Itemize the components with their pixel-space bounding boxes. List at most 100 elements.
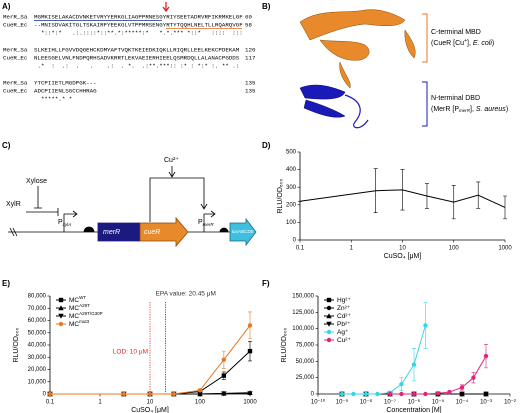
helix bbox=[404, 29, 416, 59]
marker bbox=[423, 391, 428, 397]
y-axis-label: RLU/OD₆₀₀ bbox=[277, 178, 284, 213]
y-tick-label: 400 bbox=[286, 167, 297, 173]
legend-name: MC bbox=[69, 305, 79, 312]
helix bbox=[299, 9, 406, 41]
x-axis-label: CuSO₄ [μM] bbox=[131, 407, 169, 413]
legend-sup: WT bbox=[79, 295, 86, 300]
sequence-name: CueR_Ec bbox=[3, 88, 28, 95]
y-tick-label: 300 bbox=[286, 185, 297, 191]
x-tick-label: 10⁻¹⁰ bbox=[311, 399, 326, 406]
inducer-label: Cu²⁺ bbox=[164, 157, 179, 164]
x-axis-label: CuSO₄ [μM] bbox=[384, 253, 422, 260]
marker bbox=[326, 313, 332, 319]
inducer-label: Xylose bbox=[26, 178, 47, 185]
y-tick-label: 150,000 bbox=[292, 294, 314, 300]
protein-label: XylR bbox=[6, 201, 21, 208]
error-bar bbox=[424, 183, 429, 209]
marker bbox=[435, 391, 441, 396]
sequence: MGMKISELAKACDVNKETVRYYERKGLIAGPPRNESGYRI… bbox=[34, 14, 243, 21]
text-part: ) bbox=[492, 40, 494, 47]
sequence-name: CueR_Ec bbox=[3, 55, 28, 62]
text-part: P bbox=[198, 219, 203, 226]
repression bbox=[34, 186, 42, 209]
marker bbox=[221, 373, 227, 378]
sequence-name: MerR_Sa bbox=[3, 47, 28, 54]
legend-name: Cd²⁺ bbox=[337, 313, 351, 320]
y-tick-label: 0 bbox=[293, 238, 297, 244]
text-part: ], bbox=[467, 40, 473, 47]
text-sub: merR bbox=[203, 222, 215, 227]
marker bbox=[447, 389, 452, 395]
marker bbox=[423, 323, 428, 328]
legend-sup: A29T/G30P bbox=[79, 311, 103, 316]
marker bbox=[58, 321, 64, 327]
marker bbox=[197, 388, 203, 393]
sequence: ADCPIIENLSGCCHHRAG bbox=[34, 88, 97, 95]
bracket bbox=[422, 81, 428, 127]
structure: C-terminal MBD (CueR [Cu+], E. coli) N-t… bbox=[299, 9, 508, 129]
marker bbox=[247, 323, 253, 328]
marker bbox=[326, 297, 332, 303]
domain-label: C-terminal MBD bbox=[431, 29, 481, 36]
rbs bbox=[83, 226, 95, 233]
x-tick-label: 0.1 bbox=[296, 246, 305, 252]
error-bar bbox=[400, 169, 405, 211]
marker bbox=[58, 305, 64, 311]
marker bbox=[459, 391, 465, 397]
panel-label: D) bbox=[262, 141, 271, 150]
text-part: P bbox=[58, 219, 63, 226]
marker bbox=[411, 362, 417, 367]
y-tick-label: 60,000 bbox=[28, 318, 47, 324]
promoter-label: PmerR bbox=[198, 219, 214, 227]
y-tick-label: 20,000 bbox=[28, 367, 47, 373]
error-bar bbox=[451, 185, 456, 220]
activation bbox=[168, 166, 176, 178]
legend-label: Ag⁺ bbox=[337, 329, 349, 336]
sequence-name: MerR_Sa bbox=[3, 80, 28, 87]
sequence-end: 60 bbox=[245, 14, 252, 21]
marker bbox=[58, 297, 64, 303]
legend-name: Zn²⁺ bbox=[337, 305, 351, 312]
y-tick-label: 75,000 bbox=[296, 343, 315, 349]
sequence-end: 120 bbox=[245, 47, 256, 54]
legend-name: MC bbox=[69, 297, 79, 304]
alignment: MerR_Sa MGMKISELAKACDVNKETVRYYERKGLIAGPPR… bbox=[3, 2, 256, 103]
marker bbox=[326, 329, 332, 335]
loop bbox=[344, 94, 369, 129]
legend-name: Ag⁺ bbox=[337, 329, 349, 336]
x-tick-label: 10⁻² bbox=[504, 400, 516, 406]
helix bbox=[299, 84, 346, 100]
marker bbox=[387, 391, 393, 397]
legend-label: Cd²⁺ bbox=[337, 313, 351, 320]
legend-name: MC bbox=[69, 313, 79, 320]
x-tick-label: 10⁻⁸ bbox=[360, 399, 373, 406]
marker bbox=[326, 305, 332, 311]
annotation: LOD: 10 μM bbox=[113, 349, 148, 356]
annotation: EPA value: 20.45 μM bbox=[156, 291, 216, 298]
bracket bbox=[422, 13, 428, 63]
error-bar bbox=[373, 168, 378, 214]
legend-name: Pb²⁺ bbox=[337, 321, 351, 328]
x-tick-label: 1000 bbox=[243, 400, 257, 406]
y-tick-label: 50,000 bbox=[28, 330, 47, 336]
promoter bbox=[63, 210, 78, 232]
marker bbox=[171, 391, 177, 397]
underline bbox=[34, 20, 162, 21]
circuit bbox=[8, 166, 257, 248]
legend-sup: A29T bbox=[79, 303, 90, 308]
marker bbox=[326, 337, 332, 343]
marker bbox=[147, 391, 153, 397]
gene bbox=[229, 217, 257, 247]
marker bbox=[326, 321, 332, 327]
x-tick-label: 10 bbox=[399, 246, 406, 252]
y-tick-label: 200 bbox=[286, 202, 297, 208]
x-tick-label: 0.1 bbox=[46, 400, 55, 406]
y-tick-label: 0 bbox=[311, 392, 315, 398]
marker bbox=[47, 391, 53, 397]
text-part: S. aureus bbox=[476, 106, 506, 113]
arrow bbox=[162, 2, 170, 13]
promoter bbox=[203, 210, 216, 232]
legend-name: Cu²⁺ bbox=[337, 337, 351, 344]
y-tick-label: 30,000 bbox=[28, 355, 47, 361]
